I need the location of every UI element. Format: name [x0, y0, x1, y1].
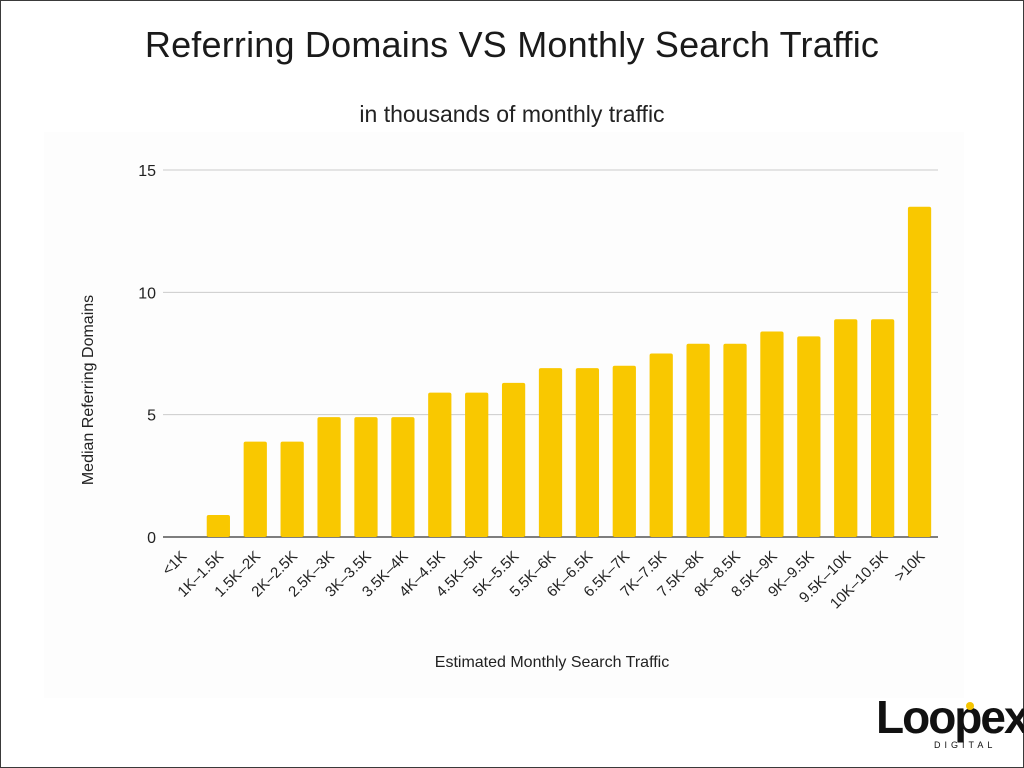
y-tick-label: 0 — [147, 530, 156, 547]
chart-subtitle: in thousands of monthly traffic — [359, 101, 665, 127]
bar — [723, 343, 747, 537]
bar — [206, 514, 230, 537]
bar — [834, 319, 858, 537]
bar — [871, 319, 895, 537]
bar — [649, 353, 673, 537]
bar — [538, 368, 563, 537]
bar — [428, 392, 452, 537]
bar — [465, 392, 489, 537]
x-tick-label: >10K — [891, 548, 928, 585]
bar — [354, 417, 378, 537]
logo-accent-dot — [966, 702, 974, 710]
bar — [575, 368, 600, 537]
y-tick-label: 5 — [147, 408, 156, 425]
bar — [797, 336, 821, 537]
bar — [317, 417, 341, 537]
bar — [280, 441, 304, 537]
bar — [686, 343, 710, 537]
x-tick-label: <1K — [159, 548, 190, 579]
logo-subtext: DIGITAL — [934, 740, 997, 750]
chart-title: Referring Domains VS Monthly Search Traf… — [144, 24, 880, 65]
bar — [243, 441, 267, 537]
bar — [501, 382, 526, 537]
x-axis-title: Estimated Monthly Search Traffic — [435, 654, 669, 671]
bar — [391, 417, 415, 537]
loopex-logo: Loopex DIGITAL — [876, 694, 1024, 752]
bar — [612, 365, 636, 537]
y-tick-label: 15 — [138, 163, 156, 180]
logo-wordmark: Loopex — [876, 691, 1024, 743]
y-tick-label: 10 — [138, 285, 156, 302]
bar — [907, 206, 932, 537]
y-axis-title: Median Referring Domains — [80, 295, 97, 485]
bar — [760, 331, 784, 537]
